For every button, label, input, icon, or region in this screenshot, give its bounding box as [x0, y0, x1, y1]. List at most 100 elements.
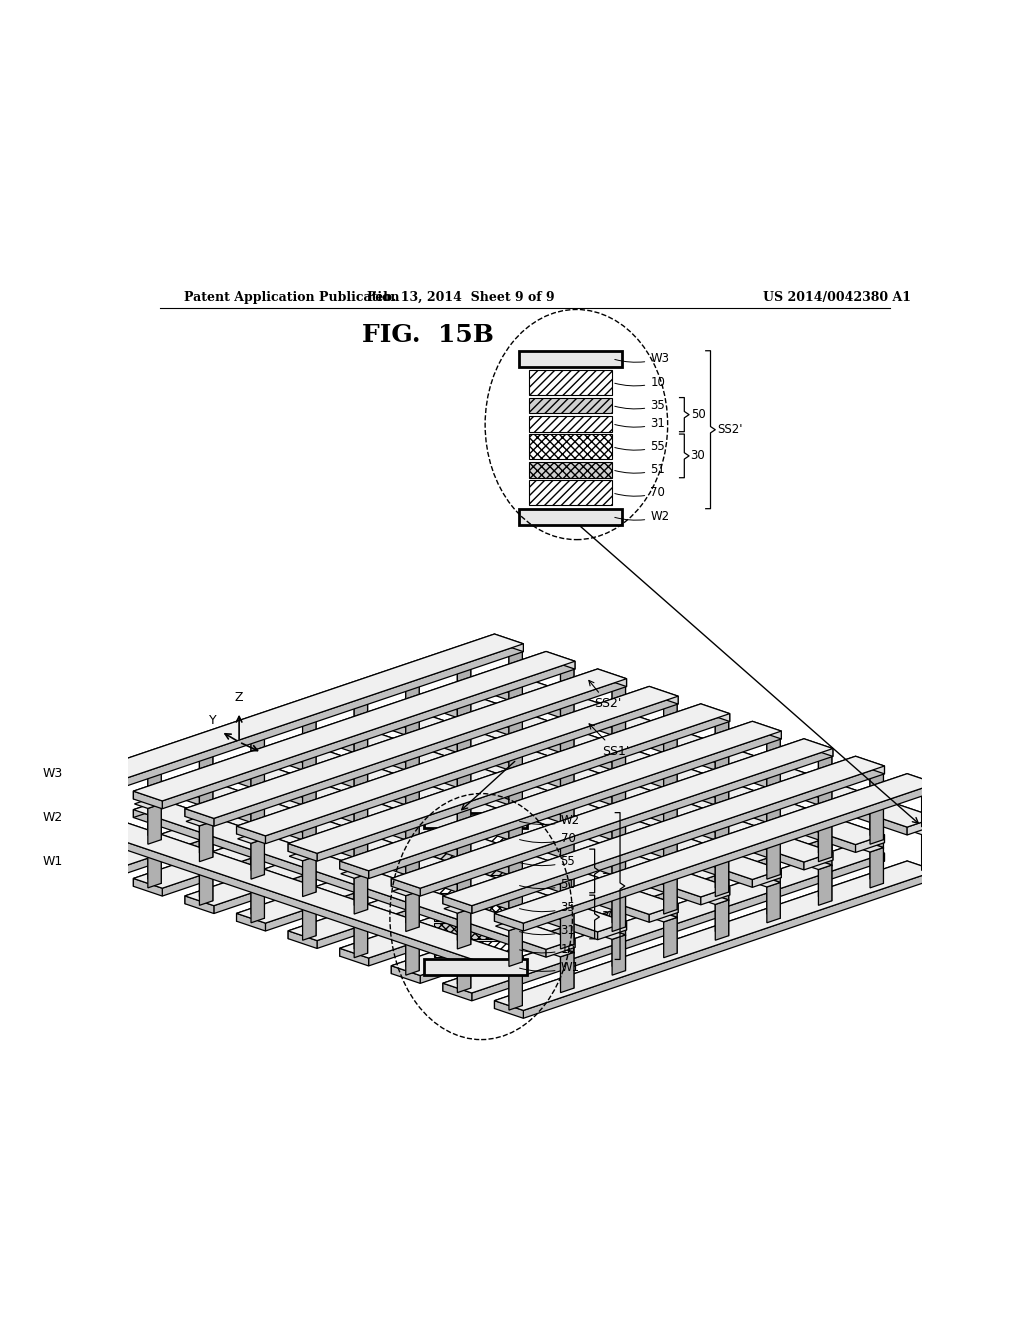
Polygon shape — [406, 821, 419, 862]
Text: Z: Z — [234, 690, 244, 704]
Polygon shape — [523, 871, 936, 1018]
Polygon shape — [509, 851, 522, 892]
Text: SS1': SS1' — [589, 723, 630, 758]
Polygon shape — [907, 861, 936, 879]
Polygon shape — [302, 787, 316, 826]
Polygon shape — [599, 756, 626, 764]
Polygon shape — [82, 861, 111, 879]
Polygon shape — [754, 834, 780, 843]
Polygon shape — [509, 643, 522, 682]
Polygon shape — [509, 965, 522, 1006]
Polygon shape — [458, 843, 471, 883]
Polygon shape — [341, 774, 368, 783]
Polygon shape — [523, 677, 936, 825]
Polygon shape — [458, 664, 471, 705]
Polygon shape — [340, 730, 369, 747]
Polygon shape — [185, 669, 598, 817]
Polygon shape — [237, 775, 649, 923]
Polygon shape — [317, 714, 730, 861]
Polygon shape — [509, 747, 522, 787]
Polygon shape — [303, 751, 316, 792]
Polygon shape — [612, 865, 626, 906]
Polygon shape — [547, 730, 573, 739]
Polygon shape — [870, 764, 884, 805]
Polygon shape — [509, 895, 522, 936]
Polygon shape — [547, 948, 573, 957]
Polygon shape — [392, 711, 419, 721]
Polygon shape — [546, 739, 574, 756]
Polygon shape — [289, 791, 316, 800]
Polygon shape — [444, 738, 471, 747]
Polygon shape — [701, 895, 729, 904]
Polygon shape — [715, 787, 729, 826]
Polygon shape — [444, 913, 471, 921]
Polygon shape — [200, 795, 213, 836]
Polygon shape — [818, 791, 831, 832]
Polygon shape — [265, 766, 678, 912]
Polygon shape — [599, 817, 626, 826]
Polygon shape — [612, 717, 626, 756]
Polygon shape — [612, 787, 626, 826]
Polygon shape — [495, 861, 936, 1010]
Polygon shape — [458, 834, 471, 875]
Polygon shape — [509, 865, 522, 906]
Text: SS1': SS1' — [627, 879, 652, 892]
Polygon shape — [186, 861, 213, 870]
Polygon shape — [805, 825, 831, 834]
Polygon shape — [341, 869, 368, 878]
Polygon shape — [754, 808, 780, 817]
Polygon shape — [443, 696, 472, 713]
Polygon shape — [444, 948, 471, 957]
Polygon shape — [509, 830, 522, 870]
Polygon shape — [612, 725, 626, 766]
Polygon shape — [458, 774, 471, 813]
Polygon shape — [650, 913, 677, 921]
Polygon shape — [444, 808, 471, 817]
Polygon shape — [251, 883, 264, 923]
Polygon shape — [612, 851, 626, 892]
Polygon shape — [251, 847, 264, 888]
Polygon shape — [406, 681, 419, 722]
Polygon shape — [818, 865, 831, 906]
Polygon shape — [251, 774, 264, 813]
Polygon shape — [612, 791, 626, 832]
Polygon shape — [289, 711, 316, 721]
Polygon shape — [354, 738, 368, 779]
Polygon shape — [612, 895, 626, 936]
Polygon shape — [701, 817, 729, 826]
Polygon shape — [753, 809, 781, 826]
Polygon shape — [612, 795, 626, 836]
Polygon shape — [340, 721, 753, 869]
Text: X: X — [265, 756, 274, 770]
Text: 51: 51 — [519, 878, 575, 891]
Polygon shape — [496, 711, 522, 721]
Polygon shape — [664, 808, 677, 849]
Polygon shape — [560, 777, 573, 818]
Polygon shape — [185, 669, 627, 818]
Polygon shape — [754, 800, 780, 808]
Polygon shape — [341, 913, 368, 921]
Polygon shape — [443, 696, 885, 845]
Polygon shape — [392, 851, 419, 861]
Polygon shape — [496, 851, 522, 861]
Polygon shape — [444, 869, 471, 878]
Polygon shape — [83, 781, 110, 791]
Polygon shape — [870, 800, 884, 840]
Polygon shape — [818, 821, 831, 862]
Polygon shape — [303, 821, 316, 862]
Polygon shape — [599, 721, 626, 730]
Polygon shape — [700, 791, 730, 809]
Polygon shape — [289, 895, 316, 904]
Polygon shape — [82, 817, 523, 966]
Polygon shape — [856, 843, 885, 861]
Polygon shape — [523, 784, 936, 931]
Polygon shape — [83, 825, 110, 834]
Polygon shape — [472, 853, 885, 1001]
Polygon shape — [715, 747, 729, 787]
Polygon shape — [162, 661, 574, 809]
Polygon shape — [496, 825, 522, 834]
Polygon shape — [458, 808, 471, 849]
Polygon shape — [302, 895, 316, 936]
Polygon shape — [251, 770, 264, 809]
Polygon shape — [288, 791, 700, 939]
